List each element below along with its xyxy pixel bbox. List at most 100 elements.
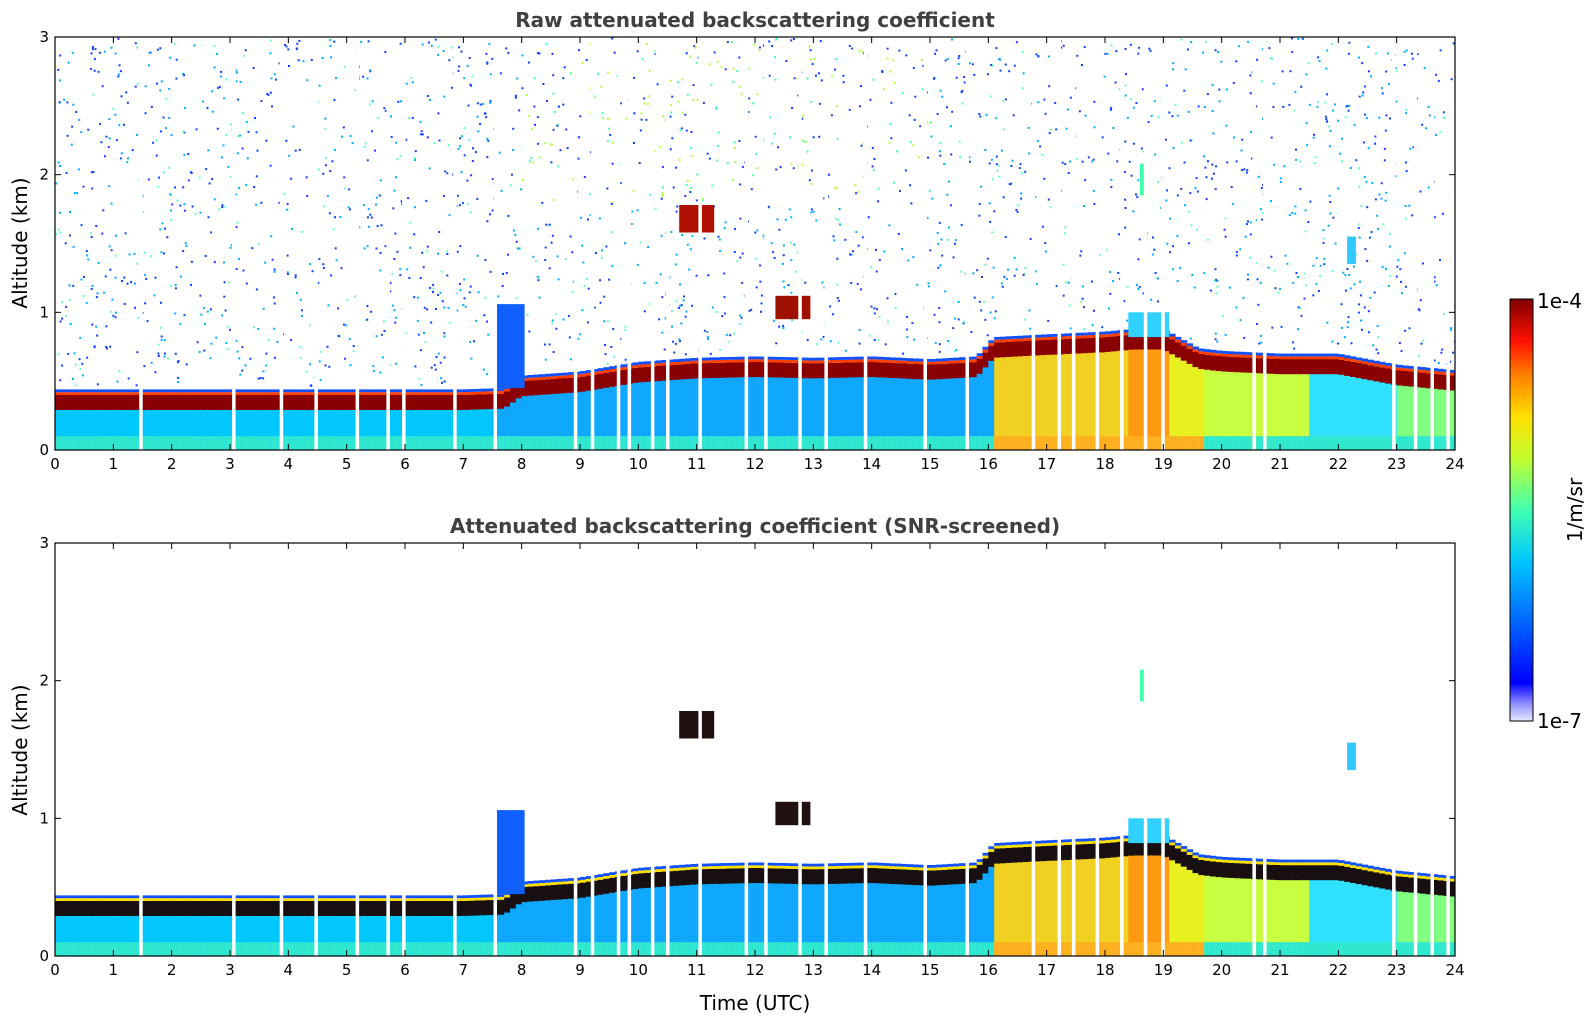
profile-column <box>1099 331 1106 450</box>
x-tick-label: 24 <box>1445 961 1464 979</box>
profile-column <box>515 883 523 956</box>
data-gap <box>232 543 236 956</box>
profile-column <box>125 895 132 956</box>
profile-column <box>959 863 966 956</box>
x-tick-label: 17 <box>1037 455 1056 473</box>
profile-column <box>1245 858 1252 956</box>
profile-column <box>189 389 196 450</box>
profile-column <box>119 895 126 956</box>
profile-column <box>457 895 464 956</box>
profile-column <box>55 895 62 956</box>
profile-column <box>1338 860 1345 956</box>
y-tick-label: 3 <box>39 534 49 552</box>
profile-column <box>1385 363 1392 450</box>
profile-column <box>1075 838 1083 956</box>
x-tick-label: 21 <box>1270 961 1289 979</box>
profile-column <box>591 369 599 450</box>
profile-column <box>585 876 593 956</box>
data-gap <box>1430 37 1434 450</box>
data-gap <box>863 543 868 956</box>
data-gap <box>1095 543 1100 956</box>
profile-column <box>1396 364 1404 450</box>
data-gap <box>232 37 236 450</box>
data-gap <box>453 543 457 956</box>
profile-column <box>1233 351 1240 450</box>
data-gap <box>1430 543 1434 956</box>
profile-column <box>1291 353 1299 450</box>
profile-column <box>609 872 616 956</box>
data-gap <box>698 37 702 450</box>
data-gap <box>764 37 768 450</box>
profile-column <box>801 357 809 450</box>
profile-column <box>270 389 278 450</box>
profile-column <box>480 388 488 450</box>
profile-column <box>679 864 686 956</box>
profile-column <box>165 389 173 450</box>
profile-column <box>900 357 908 450</box>
profile-column <box>241 895 249 956</box>
profile-column <box>1122 329 1129 450</box>
profile-column <box>784 357 791 450</box>
profile-column <box>562 372 569 450</box>
profile-column <box>1239 857 1246 956</box>
x-tick-label: 22 <box>1329 961 1348 979</box>
profile-column <box>387 389 394 450</box>
data-gap <box>616 543 621 956</box>
profile-column <box>90 895 97 956</box>
data-gap <box>1446 37 1450 450</box>
profile-column <box>1239 351 1246 450</box>
data-gap <box>798 543 802 956</box>
profile-column <box>655 866 663 956</box>
profile-column <box>381 389 389 450</box>
profile-column <box>597 874 604 956</box>
profile-column <box>358 895 365 956</box>
profile-column <box>1285 353 1293 450</box>
x-tick-label: 23 <box>1387 455 1406 473</box>
profile-column <box>860 862 867 956</box>
profile-column <box>1344 355 1351 450</box>
profile-column <box>1355 357 1363 450</box>
profile-column <box>1385 869 1392 956</box>
profile-column <box>1128 329 1135 450</box>
profile-column <box>1297 859 1304 956</box>
profile-column <box>527 375 534 450</box>
profile-column <box>638 867 645 956</box>
profile-column <box>498 894 505 956</box>
profile-column <box>381 895 389 956</box>
profile-column <box>1198 854 1205 956</box>
profile-column <box>1017 335 1024 450</box>
profile-column <box>107 389 114 450</box>
profile-column <box>1186 343 1194 450</box>
profile-column <box>1256 858 1264 956</box>
profile-column <box>1105 837 1112 956</box>
profile-column <box>1215 350 1223 450</box>
profile-column <box>877 862 884 956</box>
data-gap <box>279 543 284 956</box>
profile-column <box>428 389 435 450</box>
profile-column <box>1309 859 1316 956</box>
profile-column <box>160 895 167 956</box>
profile-column <box>90 389 97 450</box>
profile-column <box>323 389 330 450</box>
profile-column <box>148 389 155 450</box>
profile-column <box>1233 857 1240 956</box>
data-gap <box>1252 543 1256 956</box>
profile-column <box>988 846 995 956</box>
profile-column <box>1064 333 1071 450</box>
data-gap <box>698 543 702 956</box>
profile-column <box>1210 855 1217 956</box>
data-gap <box>616 37 621 450</box>
x-tick-label: 10 <box>629 455 648 473</box>
profile-column <box>1134 834 1141 956</box>
profile-column <box>1099 837 1106 956</box>
data-gap <box>1252 37 1256 450</box>
profile-column <box>200 895 208 956</box>
profile-column <box>842 863 849 956</box>
data-gap <box>1095 37 1100 450</box>
axes-raw: 0 1 2 3 4 5 6 7 8 9 10 11 12 13 14 15 16 17 18 19 20 21 22 23 24… <box>39 28 1464 473</box>
profile-column <box>200 389 208 450</box>
data-gap <box>1392 37 1396 450</box>
profile-column <box>224 895 231 956</box>
data-gap <box>402 37 406 450</box>
data-gap <box>386 543 390 956</box>
